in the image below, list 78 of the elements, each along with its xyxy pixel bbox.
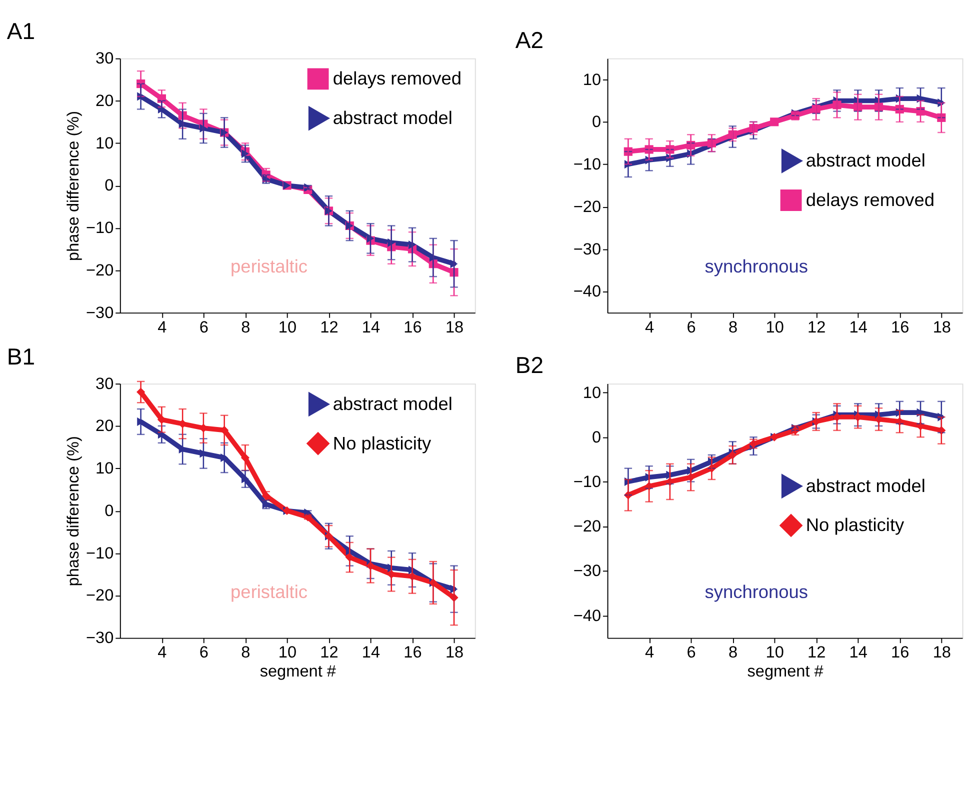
annotation: peristaltic — [230, 582, 308, 602]
y-tick-label: −10 — [86, 544, 114, 562]
x-tick-label: 14 — [362, 643, 380, 662]
chart-title: A2 — [515, 26, 544, 53]
x-tick-label: 18 — [932, 318, 951, 336]
x-tick-label: 8 — [728, 643, 738, 662]
legend-label: abstract model — [806, 150, 926, 171]
x-tick-label: 4 — [645, 643, 654, 662]
y-tick-label: 0 — [592, 428, 602, 446]
y-tick-label: 10 — [582, 384, 602, 402]
legend-label: delays removed — [332, 68, 462, 89]
x-tick-label: 4 — [645, 318, 654, 336]
x-tick-label: 16 — [404, 643, 422, 662]
x-tick-label: 4 — [158, 643, 167, 662]
chart-title: B2 — [515, 352, 544, 378]
x-tick-label: 12 — [808, 643, 826, 662]
chart-title: A1 — [6, 18, 36, 44]
annotation: synchronous — [704, 582, 808, 602]
legend-label: abstract model — [806, 476, 926, 496]
y-tick-label: −20 — [573, 198, 602, 216]
y-tick-label: 0 — [104, 502, 114, 520]
x-axis-title: segment # — [747, 662, 824, 681]
y-tick-label: −10 — [573, 472, 602, 491]
x-tick-label: 6 — [686, 643, 696, 662]
x-tick-label: 14 — [362, 318, 380, 336]
legend-label: delays removed — [806, 190, 935, 210]
x-tick-label: 16 — [404, 318, 422, 336]
x-tick-label: 10 — [766, 318, 784, 336]
x-axis-title: segment # — [260, 662, 336, 681]
x-tick-label: 12 — [320, 318, 338, 336]
annotation: synchronous — [704, 256, 808, 277]
y-axis-title: phase difference (%) — [64, 436, 82, 586]
y-tick-label: 30 — [96, 374, 114, 393]
y-tick-label: −20 — [86, 586, 114, 605]
y-tick-label: 10 — [96, 460, 114, 478]
x-tick-label: 8 — [241, 318, 250, 336]
x-tick-label: 6 — [686, 318, 696, 336]
x-tick-label: 10 — [278, 643, 297, 662]
y-tick-label: −30 — [86, 629, 114, 648]
y-tick-label: 30 — [96, 50, 114, 68]
y-tick-label: 10 — [96, 134, 114, 152]
x-tick-label: 4 — [158, 318, 167, 336]
y-tick-label: −10 — [86, 219, 114, 238]
legend-label: abstract model — [332, 108, 452, 128]
y-tick-label: 20 — [96, 417, 114, 436]
y-tick-label: 0 — [104, 176, 114, 195]
x-tick-label: 12 — [808, 318, 826, 336]
y-tick-label: −40 — [573, 606, 602, 625]
y-tick-label: −10 — [573, 156, 602, 174]
y-tick-label: 20 — [96, 92, 114, 110]
legend-label: abstract model — [332, 394, 452, 414]
x-tick-label: 14 — [849, 318, 868, 336]
x-tick-label: 14 — [849, 643, 868, 662]
y-tick-label: −40 — [573, 282, 602, 301]
x-tick-label: 16 — [891, 643, 910, 662]
y-axis-title: phase difference (%) — [64, 110, 82, 261]
x-tick-label: 18 — [445, 643, 464, 662]
x-tick-label: 8 — [728, 318, 738, 336]
y-tick-label: −30 — [86, 304, 114, 322]
x-tick-label: 16 — [891, 318, 910, 336]
annotation: peristaltic — [230, 256, 308, 277]
y-tick-label: −30 — [573, 562, 602, 580]
x-tick-label: 6 — [199, 643, 208, 662]
y-tick-label: 10 — [582, 70, 602, 89]
x-tick-label: 12 — [320, 643, 338, 662]
x-tick-label: 18 — [932, 643, 951, 662]
x-tick-label: 6 — [199, 318, 208, 336]
y-tick-label: 0 — [592, 113, 602, 132]
y-tick-label: −20 — [86, 261, 114, 280]
x-tick-label: 18 — [445, 318, 464, 336]
legend-label: No plasticity — [806, 515, 905, 536]
chart-title: B1 — [6, 343, 36, 370]
x-tick-label: 10 — [278, 318, 297, 336]
y-tick-label: −20 — [573, 518, 602, 536]
legend-label: No plasticity — [332, 433, 432, 454]
y-tick-label: −30 — [573, 240, 602, 258]
x-tick-label: 8 — [241, 643, 250, 662]
x-tick-label: 10 — [766, 643, 784, 662]
